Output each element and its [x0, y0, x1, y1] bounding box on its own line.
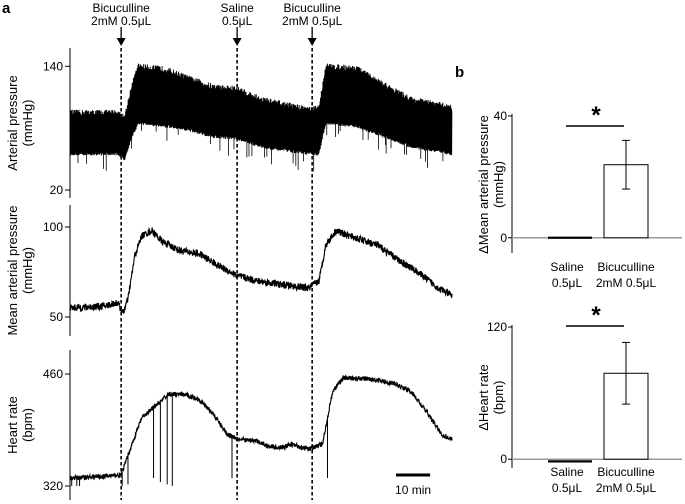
hr-y-tick-label: 460 — [43, 367, 63, 381]
ap-ylabel-line2: (mmHg) — [20, 100, 35, 147]
ap-trace-line — [69, 63, 453, 161]
bar-1-category-line2: 2mM 0.5μL — [596, 481, 657, 495]
bar-0-category-line1: Saline — [550, 260, 584, 274]
event-saline-arrow-head — [232, 38, 242, 46]
event-bicuculline-1-label-line2: 2mM 0.5μL — [91, 14, 152, 28]
significance-star: * — [591, 102, 601, 129]
map-trace-line — [69, 226, 453, 314]
panel-b-label: b — [455, 64, 464, 81]
bar-ylabel-line1: ΔMean arterial pressure — [476, 115, 491, 254]
trace-map: 50 100 Mean arterial pressure (mmHg) — [5, 205, 453, 336]
map-y-tick-label: 50 — [50, 310, 64, 324]
map-ylabel-line1: Mean arterial pressure — [5, 205, 20, 335]
bar-ylabel-line1: ΔHeart rate — [476, 364, 491, 431]
ap-y-tick-label: 20 — [50, 183, 64, 197]
significance-star: * — [591, 302, 601, 329]
bar-0-category-line2: 0.5μL — [552, 276, 583, 290]
bar-0-category-line1: Saline — [550, 465, 584, 479]
ap-ylabel-line1: Arterial pressure — [5, 75, 20, 170]
event-bicuculline-2-label-line2: 2mM 0.5μL — [282, 14, 343, 28]
scale-bar: 10 min — [395, 473, 431, 497]
scale-bar-label: 10 min — [395, 483, 431, 497]
bar-y-tick-label: 40 — [494, 109, 508, 123]
bar-ylabel-line2: (bpm) — [491, 381, 506, 415]
bar-y-tick-label: 0 — [500, 452, 507, 466]
trace-ap: 20 140 Arterial pressure (mmHg) — [5, 48, 453, 198]
bar-y-tick-label: 0 — [500, 231, 507, 245]
hr-bar-chart: 0 120 ΔHeart rate (bpm) Saline 0.5μL Bicuculli… — [476, 302, 682, 495]
bar-ylabel-line2: (mmHg) — [491, 161, 506, 208]
hr-ylabel-line2: (bpm) — [20, 408, 35, 442]
hr-y-tick-label: 320 — [43, 479, 63, 493]
bar-1-category-line2: 2mM 0.5μL — [596, 276, 657, 290]
bar-0-category-line2: 0.5μL — [552, 481, 583, 495]
event-bicuculline-2-arrow-head — [307, 38, 317, 46]
event-bicuculline-1-arrow-head — [116, 38, 126, 46]
panel-a-label: a — [2, 0, 11, 17]
map-y-tick-label: 100 — [43, 220, 63, 234]
bar-y-tick-label: 120 — [487, 320, 507, 334]
bar-1-category-line1: Bicuculline — [597, 465, 655, 479]
ap-y-tick-label: 140 — [43, 59, 63, 73]
event-saline-label-line2: 0.5μL — [222, 14, 253, 28]
trace-hr: 320 460 Heart rate (bpm) — [5, 350, 453, 500]
hr-ylabel-line1: Heart rate — [5, 396, 20, 454]
bar-1-category-line1: Bicuculline — [597, 260, 655, 274]
event-bicuculline-2-label-line1: Bicuculline — [283, 1, 341, 15]
event-bicuculline-1-label-line1: Bicuculline — [92, 1, 150, 15]
event-saline-label-line1: Saline — [220, 1, 254, 15]
hr-trace-line — [69, 374, 453, 481]
map-ylabel-line2: (mmHg) — [20, 247, 35, 294]
